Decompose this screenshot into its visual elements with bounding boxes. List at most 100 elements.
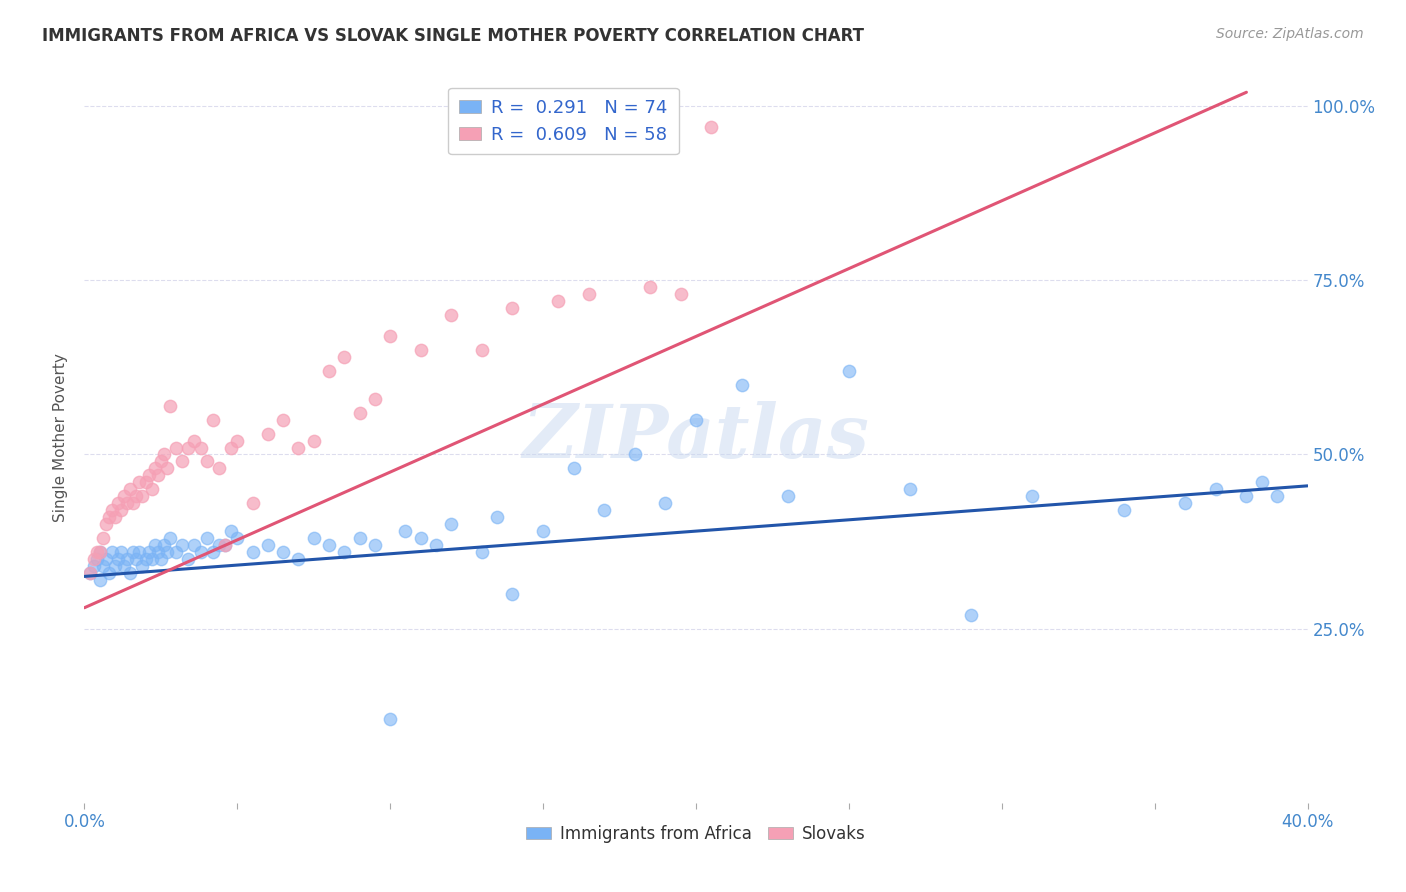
Point xyxy=(302,434,325,448)
Point xyxy=(165,441,187,455)
Text: Source: ZipAtlas.com: Source: ZipAtlas.com xyxy=(1216,27,1364,41)
Point xyxy=(115,496,138,510)
Point xyxy=(159,531,181,545)
Point xyxy=(86,545,108,559)
Point xyxy=(135,475,157,490)
Point xyxy=(531,524,554,538)
Point xyxy=(146,468,169,483)
Point xyxy=(638,280,661,294)
Point xyxy=(141,552,163,566)
Point xyxy=(838,364,860,378)
Point xyxy=(94,517,117,532)
Point xyxy=(349,531,371,545)
Point xyxy=(156,461,179,475)
Point xyxy=(219,524,242,538)
Point xyxy=(125,552,148,566)
Point xyxy=(125,489,148,503)
Point xyxy=(271,545,294,559)
Point xyxy=(471,343,494,357)
Point xyxy=(219,441,242,455)
Point xyxy=(89,545,111,559)
Point xyxy=(214,538,236,552)
Point xyxy=(669,287,692,301)
Y-axis label: Single Mother Poverty: Single Mother Poverty xyxy=(53,352,69,522)
Point xyxy=(112,489,135,503)
Point xyxy=(120,483,142,497)
Point xyxy=(89,573,111,587)
Point xyxy=(110,503,132,517)
Point xyxy=(86,552,108,566)
Point xyxy=(333,545,356,559)
Text: IMMIGRANTS FROM AFRICA VS SLOVAK SINGLE MOTHER POVERTY CORRELATION CHART: IMMIGRANTS FROM AFRICA VS SLOVAK SINGLE … xyxy=(42,27,865,45)
Point xyxy=(190,545,212,559)
Point xyxy=(172,538,194,552)
Point xyxy=(440,308,463,322)
Point xyxy=(201,545,224,559)
Point xyxy=(143,461,166,475)
Point xyxy=(107,496,129,510)
Point xyxy=(153,538,176,552)
Point xyxy=(242,496,264,510)
Point xyxy=(685,412,707,426)
Point xyxy=(364,392,387,406)
Point xyxy=(380,712,402,726)
Point xyxy=(409,343,432,357)
Point xyxy=(318,364,340,378)
Point xyxy=(257,538,280,552)
Point xyxy=(1236,489,1258,503)
Point xyxy=(153,448,176,462)
Point xyxy=(104,558,127,573)
Point xyxy=(131,558,153,573)
Point xyxy=(287,441,309,455)
Point xyxy=(101,545,124,559)
Point xyxy=(183,434,205,448)
Point xyxy=(242,545,264,559)
Point xyxy=(349,406,371,420)
Point xyxy=(898,483,921,497)
Point xyxy=(120,566,142,580)
Point xyxy=(960,607,983,622)
Point xyxy=(208,461,231,475)
Point xyxy=(380,329,402,343)
Point xyxy=(593,503,616,517)
Point xyxy=(731,377,754,392)
Point xyxy=(486,510,509,524)
Point xyxy=(471,545,494,559)
Point xyxy=(89,545,111,559)
Point xyxy=(214,538,236,552)
Point xyxy=(128,475,150,490)
Point xyxy=(502,587,524,601)
Point xyxy=(195,531,218,545)
Point xyxy=(302,531,325,545)
Point xyxy=(318,538,340,552)
Point xyxy=(226,434,249,448)
Point xyxy=(122,496,145,510)
Point xyxy=(97,566,120,580)
Point xyxy=(333,350,356,364)
Point xyxy=(138,545,160,559)
Point xyxy=(79,566,101,580)
Point xyxy=(776,489,799,503)
Point xyxy=(502,301,524,316)
Point xyxy=(208,538,231,552)
Point xyxy=(94,552,117,566)
Text: ZIPatlas: ZIPatlas xyxy=(523,401,869,474)
Point xyxy=(609,120,631,134)
Point xyxy=(83,558,105,573)
Point xyxy=(101,503,124,517)
Point xyxy=(364,538,387,552)
Point xyxy=(97,510,120,524)
Point xyxy=(107,552,129,566)
Point xyxy=(195,454,218,468)
Point xyxy=(83,552,105,566)
Point xyxy=(135,552,157,566)
Point xyxy=(578,287,600,301)
Point xyxy=(1114,503,1136,517)
Point xyxy=(654,496,676,510)
Point xyxy=(172,454,194,468)
Point xyxy=(131,489,153,503)
Point xyxy=(287,552,309,566)
Point xyxy=(138,468,160,483)
Point xyxy=(159,399,181,413)
Point xyxy=(1021,489,1043,503)
